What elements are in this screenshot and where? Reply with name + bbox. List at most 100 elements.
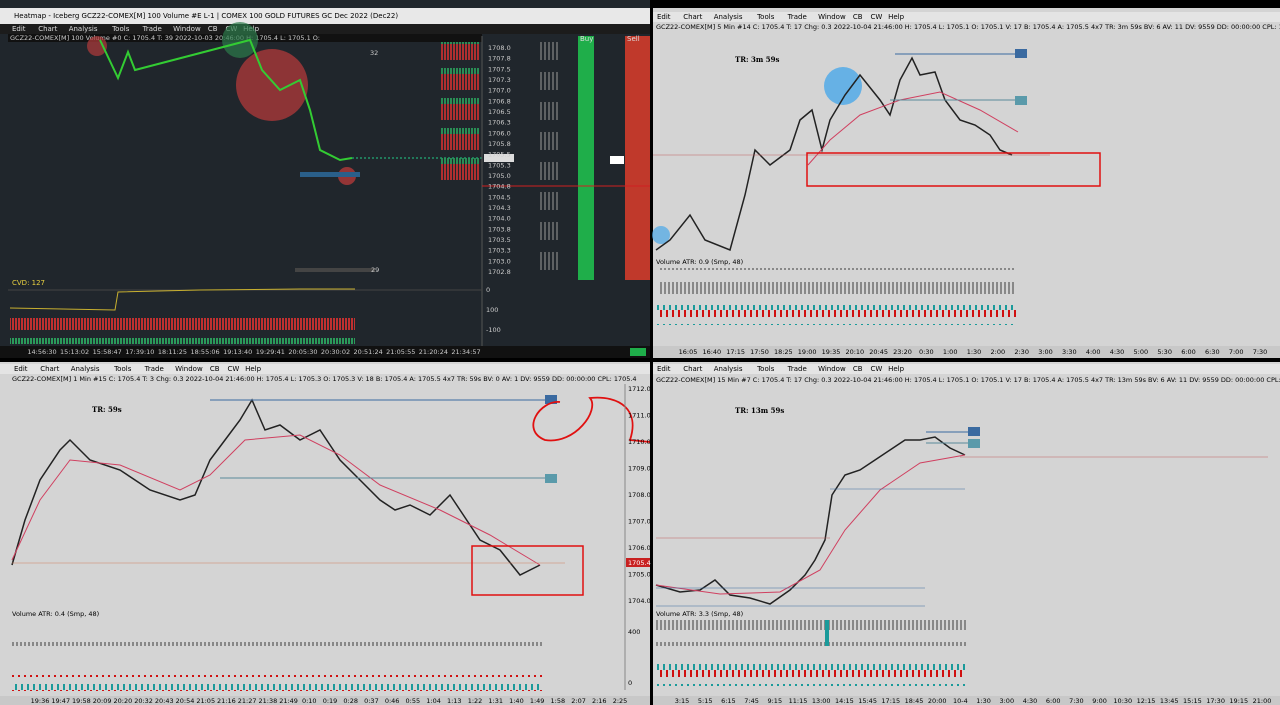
time-label: 21:34:57 <box>451 348 480 356</box>
time-label: 2:30 <box>1014 348 1029 356</box>
menu-item[interactable]: Chart <box>38 25 57 33</box>
time-label: 15:45 <box>858 697 877 705</box>
cvd-label: CVD: 127 <box>12 279 45 287</box>
price-label: 1703.0 <box>488 257 511 265</box>
time-label: 17:15 <box>881 697 900 705</box>
menu-item[interactable]: CB <box>210 365 220 373</box>
time-label: 17:39:10 <box>125 348 154 356</box>
time-label: 1:31 <box>488 697 503 705</box>
menu-item[interactable]: Trade <box>787 365 807 373</box>
menu-item[interactable]: Window <box>173 25 201 33</box>
time-label: 1:00 <box>943 348 958 356</box>
time-label: 14:15 <box>835 697 854 705</box>
time-label: 18:25 <box>774 348 793 356</box>
menu-item[interactable]: CB <box>853 13 863 21</box>
cvd-tick: -100 <box>486 326 501 334</box>
menu-item[interactable]: Window <box>175 365 203 373</box>
price-label: 1705.8 <box>488 140 511 148</box>
time-label: 21:20:24 <box>419 348 448 356</box>
price-label: 1705.0 <box>628 571 651 579</box>
time-label: 12:15 <box>1137 697 1156 705</box>
menu-item[interactable]: Tools <box>113 365 132 373</box>
price-label: 1706.8 <box>488 97 511 105</box>
time-label: 21:05:55 <box>386 348 415 356</box>
menu-item[interactable]: Edit <box>12 25 26 33</box>
price-label: 1706.0 <box>488 129 511 137</box>
time-label: 16:40 <box>702 348 721 356</box>
price-label: 1703.8 <box>488 225 511 233</box>
time-label: 18:45 <box>905 697 924 705</box>
time-label: 4:30 <box>1023 697 1038 705</box>
menu-item[interactable]: Trade <box>142 25 162 33</box>
time-label: 3:30 <box>1062 348 1077 356</box>
time-label: 20:45 <box>869 348 888 356</box>
menu-item[interactable]: Chart <box>683 13 702 21</box>
time-label: 6:00 <box>1181 348 1196 356</box>
menu-item[interactable]: Trade <box>787 13 807 21</box>
menu-item[interactable]: CB <box>853 365 863 373</box>
timer: TR: 3m 59s <box>735 55 780 64</box>
time-label: 20:05:30 <box>288 348 317 356</box>
price-label: 1712.0 <box>628 385 651 393</box>
chart-header: GCZ22-COMEX[M] 1 Min #15 C: 1705.4 T: 3 … <box>12 375 637 383</box>
time-label: 19:13:40 <box>223 348 252 356</box>
time-label: 19:15 <box>1229 697 1248 705</box>
menu-item[interactable]: CB <box>208 25 218 33</box>
time-label: 11:15 <box>789 697 808 705</box>
time-label: 2:25 <box>613 697 628 705</box>
price-label: 1711.0 <box>628 412 651 420</box>
last-price: 1705.4 <box>628 559 651 567</box>
volume-tick: 0 <box>628 679 632 687</box>
menu-item[interactable]: Edit <box>657 365 671 373</box>
price-label: 1705.0 <box>488 172 511 180</box>
menu-item[interactable]: Analysis <box>69 25 98 33</box>
time-label: 21:00 <box>1253 697 1272 705</box>
menu-item[interactable]: CW <box>871 365 883 373</box>
volume-label: Volume ATR: 3.3 (Smp, 48) <box>656 610 743 618</box>
time-label: 1:30 <box>967 348 982 356</box>
timer: TR: 59s <box>92 405 122 414</box>
time-label: 13:00 <box>812 697 831 705</box>
menu-item[interactable]: Window <box>818 365 846 373</box>
time-label: 0:10 <box>302 697 317 705</box>
menu-item[interactable]: Tools <box>756 365 775 373</box>
sell-label: Sell <box>627 35 640 43</box>
menu-item[interactable]: Edit <box>657 13 671 21</box>
time-label: 18:11:25 <box>158 348 187 356</box>
level-label: 32 <box>370 49 378 57</box>
menu-item[interactable]: Chart <box>40 365 59 373</box>
menu-item[interactable]: CW <box>228 365 240 373</box>
time-label: 19:36 <box>31 697 50 705</box>
timer: TR: 13m 59s <box>735 406 784 415</box>
menu-item[interactable]: Help <box>888 365 905 373</box>
time-label: 15:15 <box>1183 697 1202 705</box>
menu-item[interactable]: Trade <box>144 365 164 373</box>
level-label: 29 <box>371 266 379 274</box>
time-label: 0:30 <box>919 348 934 356</box>
volume-tick: 400 <box>628 628 640 636</box>
volume-label: Volume ATR: 0.4 (Smp, 48) <box>12 610 99 618</box>
menu-item[interactable]: Edit <box>14 365 28 373</box>
time-label: 6:30 <box>1205 348 1220 356</box>
menu-item[interactable]: Tools <box>111 25 130 33</box>
menu-item[interactable]: Analysis <box>714 13 743 21</box>
menu-item[interactable]: Analysis <box>71 365 100 373</box>
price-label: 1709.0 <box>628 465 651 473</box>
menu-item[interactable]: Help <box>888 13 905 21</box>
price-label: 1704.5 <box>488 193 511 201</box>
menu-item[interactable]: Tools <box>756 13 775 21</box>
time-label: 17:30 <box>1206 697 1225 705</box>
cvd-tick: 100 <box>486 306 498 314</box>
menu-item[interactable]: Analysis <box>714 365 743 373</box>
time-label: 20:20 <box>113 697 132 705</box>
menu-item[interactable]: CW <box>871 13 883 21</box>
time-label: 5:15 <box>698 697 713 705</box>
price-label: 1704.3 <box>488 204 511 212</box>
menu-item[interactable]: Help <box>245 365 262 373</box>
time-label: 1:04 <box>426 697 441 705</box>
menu-item[interactable]: Window <box>818 13 846 21</box>
time-label: 14:56:30 <box>27 348 56 356</box>
price-label: 1703.3 <box>488 247 511 255</box>
menu-item[interactable]: Chart <box>683 365 702 373</box>
